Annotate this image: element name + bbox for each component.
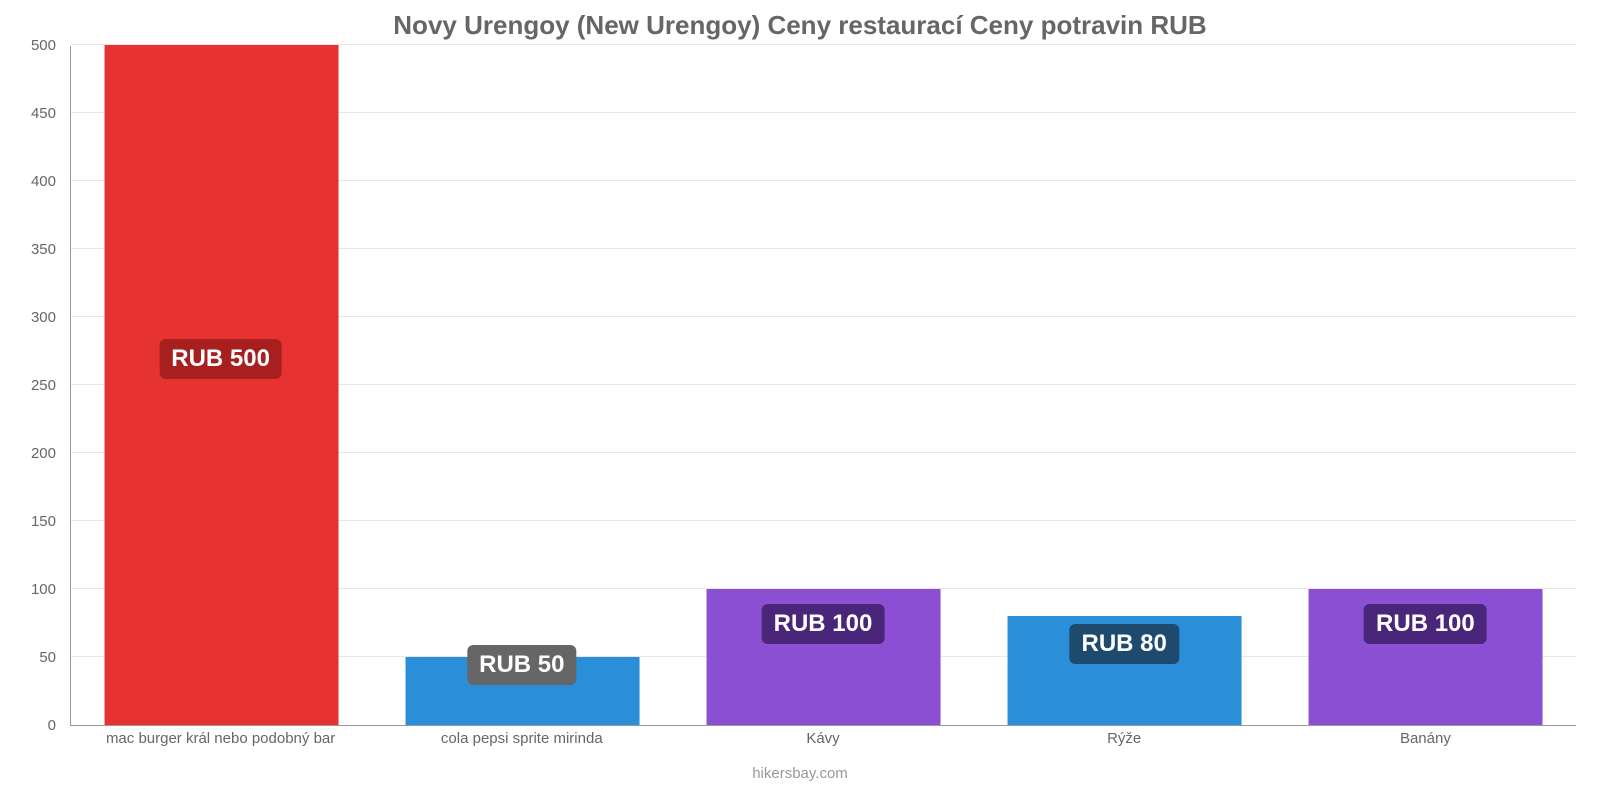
value-badge: RUB 80 bbox=[1070, 624, 1179, 664]
value-badge: RUB 100 bbox=[1364, 604, 1487, 644]
x-tick-label: Banány bbox=[1400, 730, 1451, 747]
bar bbox=[104, 45, 339, 725]
value-badge: RUB 500 bbox=[159, 339, 282, 379]
x-tick-label: Rýže bbox=[1107, 730, 1141, 747]
value-badge: RUB 50 bbox=[467, 645, 576, 685]
attribution-text: hikersbay.com bbox=[0, 765, 1600, 782]
x-tick-label: mac burger král nebo podobný bar bbox=[106, 730, 335, 747]
price-bar-chart: Novy Urengoy (New Urengoy) Ceny restaura… bbox=[0, 0, 1600, 800]
bar-slot bbox=[974, 46, 1275, 725]
chart-title: Novy Urengoy (New Urengoy) Ceny restaura… bbox=[0, 10, 1600, 41]
x-tick-label: cola pepsi sprite mirinda bbox=[441, 730, 603, 747]
bar-slot bbox=[71, 46, 372, 725]
value-badge: RUB 100 bbox=[762, 604, 885, 644]
bar-slot bbox=[372, 46, 673, 725]
x-tick-label: Kávy bbox=[806, 730, 839, 747]
